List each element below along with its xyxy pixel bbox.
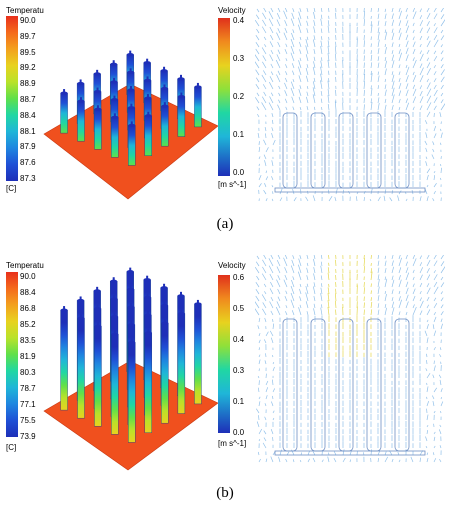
velocity-tick-label: 0.6 [233, 273, 245, 282]
pin-fin [60, 92, 68, 134]
pin-fin [111, 117, 119, 158]
fin-outline [310, 318, 326, 452]
fin-outline [366, 112, 382, 189]
temperature-legend-title: Temperatu [6, 6, 44, 15]
pin-fin [194, 303, 202, 405]
velocity-vector-field [255, 255, 445, 463]
velocity-vector-field [255, 8, 445, 202]
pin-fin [161, 105, 169, 147]
pin-fin [161, 322, 169, 424]
velocity-tick-label: 0.4 [233, 16, 245, 25]
temperature-legend-title: Temperatu [6, 261, 44, 270]
pin-fin [77, 317, 85, 419]
temperature-tick-label: 78.7 [20, 384, 36, 393]
panel-a: Temperatu 90.0 89.7 89.5 89.2 88.9 88.7 88.4 88… [0, 0, 450, 250]
fin-outline [394, 318, 410, 452]
pin-fin [111, 334, 119, 435]
fin-outline [282, 318, 298, 452]
pin-fin [128, 125, 136, 166]
temperature-colorbar [6, 16, 18, 181]
pin-fin [194, 86, 202, 128]
pin-fin [94, 326, 102, 427]
fin-outline [338, 318, 354, 452]
temperature-legend-unit: [C] [6, 443, 17, 452]
heatsink-3d-view [43, 50, 219, 200]
pin-fin [144, 332, 153, 433]
temperature-tick-label: 77.1 [20, 400, 36, 409]
caption-b: (b) [216, 485, 234, 501]
fin-outline [394, 112, 410, 189]
caption-a: (a) [216, 216, 234, 232]
fin-outline [310, 112, 326, 189]
temperature-tick-label: 90.0 [20, 272, 36, 281]
temperature-tick-label: 88.1 [20, 126, 36, 136]
velocity-tick-label: 0.2 [233, 92, 245, 101]
temperature-tick-label: 89.2 [20, 63, 36, 73]
temperature-tick-label: 88.9 [20, 79, 36, 89]
pin-fin [60, 309, 68, 411]
pin-fin [128, 342, 136, 443]
temperature-legend-unit: [C] [6, 184, 17, 193]
pin-fin [94, 109, 102, 150]
pin-fin [177, 96, 186, 137]
temperature-tick-label: 86.8 [20, 304, 36, 313]
heatsink-3d-view [43, 267, 219, 471]
temperature-tick-label: 88.7 [20, 95, 36, 104]
velocity-tick-label: 0.4 [233, 335, 245, 344]
temperature-tick-label: 83.5 [20, 336, 36, 345]
temperature-tick-label: 87.9 [20, 142, 36, 152]
fin-outline [282, 112, 298, 189]
temperature-tick-label: 73.9 [20, 432, 36, 441]
pin-fin [177, 313, 186, 414]
pin-fin [77, 100, 85, 142]
temperature-tick-label: 80.3 [20, 368, 36, 377]
velocity-colorbar [218, 275, 230, 433]
velocity-legend-unit: [m s^-1] [218, 439, 247, 448]
temperature-tick-label: 88.4 [20, 288, 36, 297]
temperature-tick-label: 75.5 [20, 416, 36, 425]
temperature-tick-label: 87.3 [20, 174, 36, 183]
velocity-tick-label: 0.3 [233, 54, 245, 63]
velocity-legend-title: Velocity [218, 6, 246, 15]
fin-outline [338, 112, 354, 189]
pin-fin [144, 115, 153, 156]
velocity-tick-label: 0.0 [233, 168, 245, 177]
temperature-tick-label: 85.2 [20, 320, 36, 329]
temperature-tick-label: 89.7 [20, 31, 36, 41]
velocity-tick-label: 0.1 [233, 130, 245, 139]
fin-outline [366, 318, 382, 452]
panel-b: Temperatu 90.0 88.4 86.8 85.2 83.5 81.9 80.3 78… [0, 255, 450, 513]
velocity-tick-label: 0.3 [233, 366, 245, 375]
temperature-tick-label: 90.0 [20, 16, 36, 25]
velocity-legend-unit: [m s^-1] [218, 180, 247, 189]
temperature-tick-label: 87.6 [20, 158, 36, 168]
temperature-tick-label: 88.4 [20, 110, 36, 120]
velocity-legend-title: Velocity [218, 261, 246, 270]
temperature-tick-label: 89.5 [20, 47, 36, 57]
velocity-tick-label: 0.0 [233, 428, 245, 437]
velocity-colorbar [218, 18, 230, 176]
velocity-tick-label: 0.1 [233, 397, 245, 406]
temperature-colorbar [6, 272, 18, 437]
temperature-tick-label: 81.9 [20, 352, 36, 361]
velocity-tick-label: 0.5 [233, 304, 245, 313]
